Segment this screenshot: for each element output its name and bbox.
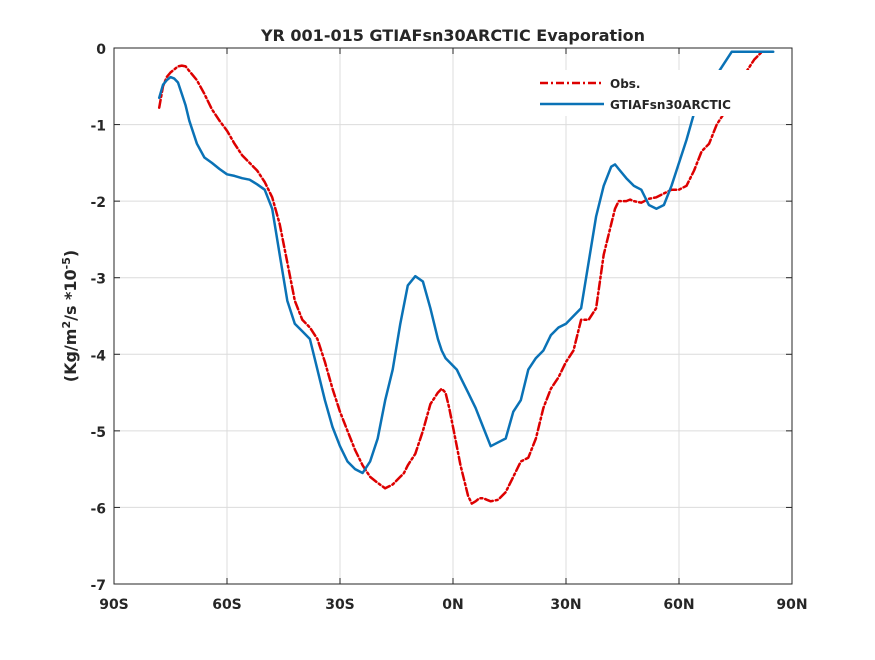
y-axis-label-close: )	[61, 250, 80, 257]
x-tick-label: 30N	[550, 597, 581, 613]
series-line-model	[157, 50, 775, 475]
axis-ticks: 90S 60S 30S 0N 30N 60N 90N 0 -1 -2 -3 -4 -5 -6 -7	[90, 42, 807, 613]
y-axis-label: (Kg/m2/s *10-5)	[60, 250, 81, 382]
legend-box	[532, 70, 772, 116]
legend-label-model: GTIAFsn30ARCTIC	[610, 98, 731, 112]
y-tick-label: -5	[90, 425, 106, 441]
y-tick-label: -3	[90, 272, 106, 288]
legend: Obs. GTIAFsn30ARCTIC	[532, 70, 772, 116]
y-axis-label-mid: /s *10	[61, 269, 80, 321]
x-tick-label: 60N	[663, 597, 694, 613]
grid	[114, 48, 792, 584]
y-tick-label: -4	[90, 348, 106, 364]
y-tick-label: 0	[96, 42, 106, 58]
y-axis-label-sup2: -5	[60, 257, 73, 269]
x-tick-label: 60S	[212, 597, 242, 613]
y-tick-label: -1	[90, 119, 106, 135]
y-tick-label: -6	[90, 501, 106, 517]
series-lines	[157, 50, 775, 505]
x-tick-label: 90N	[776, 597, 807, 613]
x-tick-label: 30S	[325, 597, 355, 613]
x-tick-label: 90S	[99, 597, 129, 613]
chart-title: YR 001-015 GTIAFsn30ARCTIC Evaporation	[260, 26, 645, 45]
y-tick-label: -2	[90, 195, 106, 211]
y-tick-label: -7	[90, 578, 106, 594]
legend-label-obs: Obs.	[610, 77, 641, 91]
y-axis-label-sup1: 2	[60, 321, 73, 329]
series-line-obs	[157, 50, 775, 505]
x-tick-label: 0N	[442, 597, 463, 613]
y-axis-label-open: (Kg/m	[61, 329, 80, 383]
